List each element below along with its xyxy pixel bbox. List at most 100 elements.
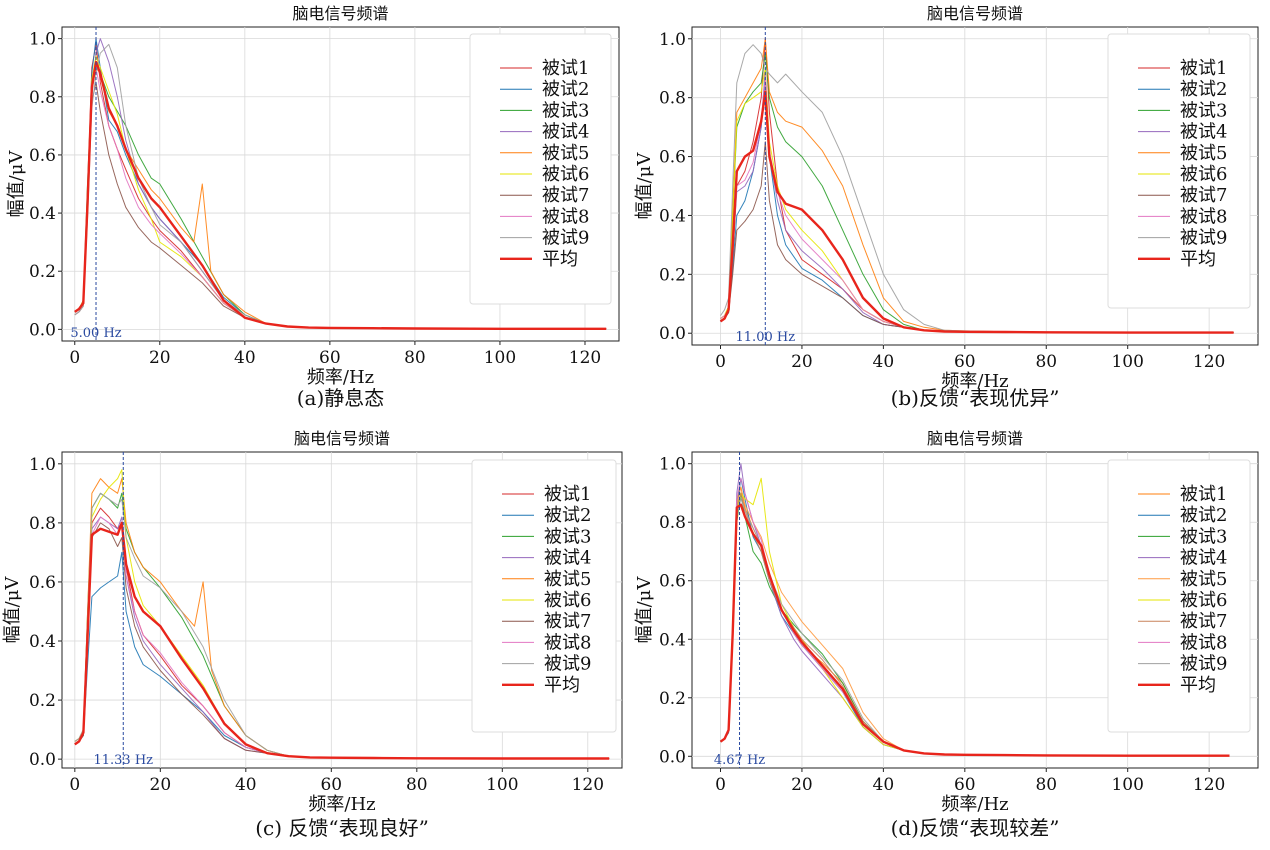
legend-label-9: 被试9 xyxy=(544,654,591,675)
x-tick-label: 80 xyxy=(406,775,428,795)
chart-title: 脑电信号频谱 xyxy=(927,4,1023,23)
legend-label-5: 被试5 xyxy=(1180,143,1227,164)
y-tick-label: 1.0 xyxy=(29,455,56,475)
legend-label-8: 被试8 xyxy=(544,632,591,653)
legend-label-7: 被试7 xyxy=(1180,611,1227,632)
x-tick-label: 20 xyxy=(791,775,813,795)
panel-caption: (d)反馈“表现较差” xyxy=(891,816,1060,840)
series-line-10 xyxy=(74,60,607,330)
x-tick-label: 100 xyxy=(486,775,518,795)
y-tick-label: 0.6 xyxy=(29,146,56,166)
legend-box xyxy=(1107,33,1251,309)
legend-label-10: 平均 xyxy=(542,249,578,270)
legend-label-8: 被试8 xyxy=(542,206,589,227)
chart-panel-0: 0 20 40 60 80 100 120 0.0 0.2 0.4 0.6 0.8 1.0 5.00 Hz… xyxy=(6,4,620,410)
x-tick-label: 60 xyxy=(319,348,341,368)
legend-label-4: 被试4 xyxy=(542,122,589,143)
x-tick-label: 100 xyxy=(1111,775,1143,795)
y-tick-label: 0.0 xyxy=(659,324,686,344)
x-tick-label: 40 xyxy=(873,775,895,795)
x-tick-label: 120 xyxy=(572,775,604,795)
legend-label-10: 平均 xyxy=(1180,249,1216,270)
x-tick-label: 0 xyxy=(715,352,726,372)
y-tick-label: 0.0 xyxy=(29,750,56,770)
x-tick-label: 40 xyxy=(873,352,895,372)
legend-label-2: 被试2 xyxy=(544,505,591,526)
series-line-10 xyxy=(719,503,1230,757)
legend-label-6: 被试6 xyxy=(542,164,589,185)
y-tick-label: 0.6 xyxy=(659,148,686,168)
x-tick-label: 60 xyxy=(954,352,976,372)
x-tick-label: 0 xyxy=(69,775,80,795)
y-tick-label: 0.8 xyxy=(29,514,56,534)
legend-label-4: 被试4 xyxy=(1180,548,1227,569)
legend-box xyxy=(1107,459,1251,733)
y-tick-label: 1.0 xyxy=(659,30,686,50)
legend-label-5: 被试5 xyxy=(1180,569,1227,590)
peak-frequency-label: 4.67 Hz xyxy=(714,753,765,768)
panel-caption: (b)反馈“表现优异” xyxy=(891,386,1060,410)
x-axis-label: 频率/Hz xyxy=(307,367,374,388)
x-axis-label: 频率/Hz xyxy=(308,794,375,815)
legend-label-1: 被试1 xyxy=(1180,58,1227,79)
legend-label-3: 被试3 xyxy=(1180,526,1227,547)
y-tick-label: 0.8 xyxy=(659,89,686,109)
legend-label-5: 被试5 xyxy=(544,569,591,590)
legend-label-9: 被试9 xyxy=(1180,228,1227,249)
series-line-10 xyxy=(74,521,610,760)
legend-label-8: 被试8 xyxy=(1180,632,1227,653)
legend-label-10: 平均 xyxy=(544,675,580,696)
series-line-10 xyxy=(719,90,1234,334)
y-axis-label: 幅值/μV xyxy=(634,152,655,220)
legend-label-4: 被试4 xyxy=(1180,122,1227,143)
legend-label-2: 被试2 xyxy=(542,79,589,100)
panel-caption: (a)静息态 xyxy=(297,386,385,410)
x-tick-label: 60 xyxy=(954,775,976,795)
legend-label-9: 被试9 xyxy=(542,228,589,249)
legend-label-1: 被试1 xyxy=(542,58,589,79)
y-tick-label: 1.0 xyxy=(659,455,686,475)
x-tick-label: 80 xyxy=(1035,352,1057,372)
legend-label-2: 被试2 xyxy=(1180,505,1227,526)
x-tick-label: 120 xyxy=(1193,775,1225,795)
x-tick-label: 100 xyxy=(1111,352,1143,372)
x-tick-label: 0 xyxy=(69,348,80,368)
x-tick-label: 20 xyxy=(150,775,172,795)
y-axis-label: 幅值/μV xyxy=(6,150,27,218)
y-tick-label: 0.2 xyxy=(29,691,56,711)
legend-label-4: 被试4 xyxy=(544,548,591,569)
y-tick-label: 0.4 xyxy=(659,630,686,650)
legend-label-7: 被试7 xyxy=(544,611,591,632)
chart-panel-1: 0 20 40 60 80 100 120 0.0 0.2 0.4 0.6 0.8 1.0 11.00 H… xyxy=(634,4,1259,410)
chart-title: 脑电信号频谱 xyxy=(927,429,1023,448)
legend-label-6: 被试6 xyxy=(1180,590,1227,611)
peak-frequency-label: 5.00 Hz xyxy=(70,326,121,341)
legend-label-1: 被试1 xyxy=(1180,484,1227,505)
y-tick-label: 0.4 xyxy=(29,632,56,652)
y-tick-label: 1.0 xyxy=(29,30,56,50)
y-tick-label: 0.0 xyxy=(659,747,686,767)
legend-label-3: 被试3 xyxy=(544,526,591,547)
x-axis-label: 频率/Hz xyxy=(941,371,1008,392)
legend-box xyxy=(469,33,612,305)
chart-title: 脑电信号频谱 xyxy=(294,429,390,448)
legend-label-6: 被试6 xyxy=(1180,164,1227,185)
x-tick-label: 60 xyxy=(320,775,342,795)
y-tick-label: 0.8 xyxy=(659,513,686,533)
chart-title: 脑电信号频谱 xyxy=(292,4,388,23)
legend-label-3: 被试3 xyxy=(542,100,589,121)
x-tick-label: 100 xyxy=(484,348,516,368)
y-tick-label: 0.4 xyxy=(659,206,686,226)
y-tick-label: 0.0 xyxy=(29,320,56,340)
x-tick-label: 120 xyxy=(1193,352,1225,372)
legend-label-8: 被试8 xyxy=(1180,206,1227,227)
legend-label-6: 被试6 xyxy=(544,590,591,611)
y-tick-label: 0.2 xyxy=(659,265,686,285)
chart-panel-2: 0 20 40 60 80 100 120 0.0 0.2 0.4 0.6 0.8 1.0 11.33 H… xyxy=(2,429,623,840)
x-tick-label: 120 xyxy=(569,348,601,368)
y-axis-label: 幅值/μV xyxy=(2,576,23,644)
y-tick-label: 0.8 xyxy=(29,88,56,108)
y-tick-label: 0.6 xyxy=(29,573,56,593)
legend-label-10: 平均 xyxy=(1180,675,1216,696)
